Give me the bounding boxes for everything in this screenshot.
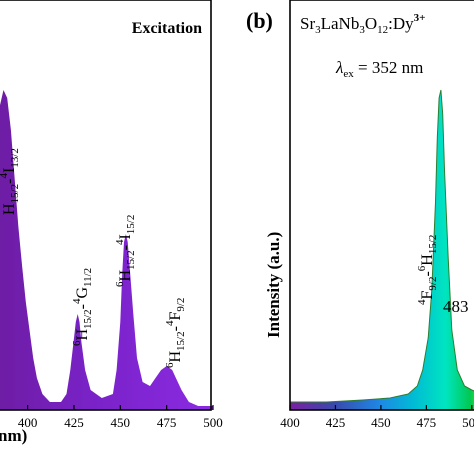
annotation-peak-475: 6H15/2-4F9/2 — [164, 298, 187, 368]
panel-b-label: (b) — [246, 8, 273, 33]
annotation-peak-427: 6H15/2-4G11/2 — [71, 268, 94, 346]
annotation-base: H — [1, 203, 18, 215]
panel-b-tick-label: 425 — [326, 415, 346, 430]
panel-a-x-ticks: 400 425 450 475 500 — [18, 405, 223, 430]
panel-a-x-label: nm) — [0, 426, 27, 445]
panel-b-tick-label: 475 — [417, 415, 437, 430]
panel-b-lambda-ex: λex = 352 nm — [335, 58, 423, 80]
panel-a-tick-label: 450 — [111, 415, 131, 430]
panel-a-tick-label: 475 — [157, 415, 177, 430]
annotation-peak-388: H15/2-4I13/2 — [0, 148, 21, 215]
panel-b-tick-label: 500 — [462, 415, 474, 430]
svg-text:H15/2-4I13/2: H15/2-4I13/2 — [0, 148, 21, 215]
panel-b-tick-label: 450 — [371, 415, 391, 430]
svg-text:Intensity (a.u.): Intensity (a.u.) — [264, 232, 283, 338]
panel-a-frame — [0, 0, 212, 411]
svg-text:4F9/2-6H15/2: 4F9/2-6H15/2 — [416, 235, 439, 305]
svg-text:6H15/2-4I15/2: 6H15/2-4I15/2 — [114, 215, 137, 287]
panel-b-peak-value: 483 — [443, 297, 469, 316]
panel-b-x-ticks: 400 425 450 475 500 — [280, 405, 474, 430]
panel-b-formula: Sr3LaNb3O12:Dy3+ — [300, 12, 425, 36]
svg-text:6H15/2-4G11/2: 6H15/2-4G11/2 — [71, 268, 94, 346]
panel-b-tick-label: 400 — [280, 415, 300, 430]
panel-a: Excitation 400 425 450 475 500 nm) H15/2-4I1… — [0, 0, 223, 445]
panel-b-y-axis-label: Intensity (a.u.) — [264, 232, 283, 338]
panel-b-frame — [289, 0, 474, 411]
emission-spectrum-area — [290, 90, 474, 410]
panel-a-tick-label: 400 — [18, 415, 38, 430]
panel-b-peak-annotation: 4F9/2-6H15/2 — [416, 235, 439, 305]
panel-b: (b) 400 425 450 475 500 Sr3LaNb3O12:Dy3+ λex… — [246, 0, 474, 430]
annotation-peak-453: 6H15/2-4I15/2 — [114, 215, 137, 287]
svg-text:6H15/2-4F9/2: 6H15/2-4F9/2 — [164, 298, 187, 368]
emission-spectrum-line — [290, 89, 474, 403]
panel-a-tick-label: 425 — [64, 415, 84, 430]
panel-a-tick-label: 500 — [203, 415, 223, 430]
excitation-spectrum-area — [0, 90, 213, 410]
panel-a-title: Excitation — [132, 20, 202, 37]
